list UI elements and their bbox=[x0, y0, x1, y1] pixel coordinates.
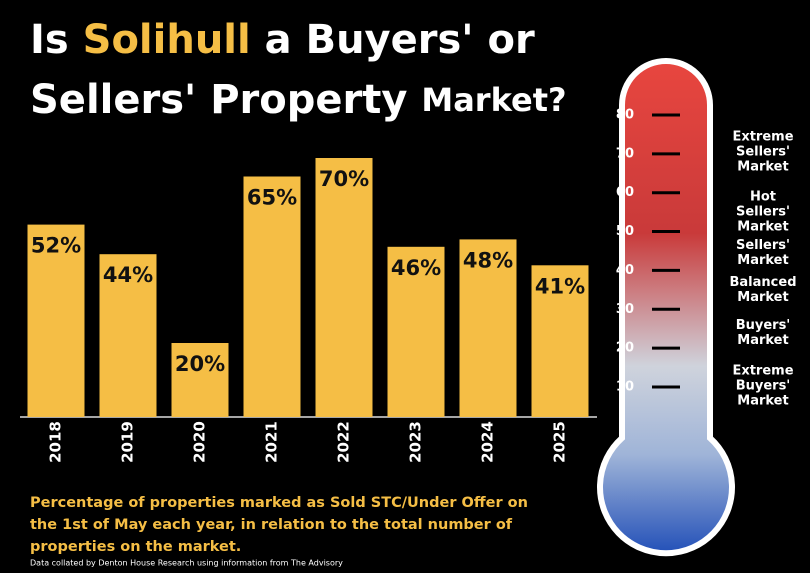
bar bbox=[243, 176, 301, 417]
thermometer-tick-label: 60 bbox=[616, 185, 634, 200]
value-label: 65% bbox=[247, 186, 297, 210]
thermometer: 1020304050607080ExtremeSellers'MarketHot… bbox=[597, 58, 797, 557]
zone-label: Extreme bbox=[732, 130, 793, 145]
zone-label: Market bbox=[737, 160, 788, 175]
zone-label: Sellers' bbox=[736, 145, 790, 160]
title-highlight: Solihull bbox=[83, 17, 251, 63]
title-text: a Buyers' or bbox=[265, 17, 535, 63]
bar bbox=[531, 265, 589, 417]
thermometer-tick-label: 20 bbox=[616, 341, 634, 356]
bar bbox=[387, 246, 445, 417]
zone-label: Hot bbox=[750, 190, 776, 205]
thermometer-tick-label: 50 bbox=[616, 224, 634, 239]
bar bbox=[27, 224, 85, 417]
x-tick-label: 2021 bbox=[263, 421, 281, 463]
value-label: 70% bbox=[319, 167, 369, 191]
title-text: Sellers' Property bbox=[30, 77, 407, 123]
title-line: Sellers' Property Market? bbox=[30, 77, 567, 123]
thermometer-tick-label: 10 bbox=[616, 380, 634, 395]
thermometer-tick-label: 30 bbox=[616, 302, 634, 317]
thermometer-body bbox=[597, 58, 735, 557]
zone-label: Buyers' bbox=[736, 379, 791, 394]
value-label: 48% bbox=[463, 248, 513, 272]
value-label: 20% bbox=[175, 352, 225, 376]
zone-label: Market bbox=[737, 333, 788, 348]
zone-label: Extreme bbox=[732, 364, 793, 379]
x-tick-label: 2018 bbox=[47, 421, 65, 463]
x-tick-label: 2023 bbox=[407, 421, 425, 463]
thermometer-tick-label: 40 bbox=[616, 263, 634, 278]
zone-label: Market bbox=[737, 220, 788, 235]
bar bbox=[459, 239, 517, 417]
x-tick-label: 2024 bbox=[479, 421, 497, 463]
x-tick-label: 2025 bbox=[551, 421, 569, 463]
zone-label: Market bbox=[737, 290, 788, 305]
title-text: Is bbox=[30, 17, 69, 63]
footnote: the 1st of May each year, in relation to… bbox=[30, 517, 513, 533]
value-label: 46% bbox=[391, 256, 441, 280]
footnote: Percentage of properties marked as Sold … bbox=[30, 495, 528, 511]
zone-label: Sellers' bbox=[736, 205, 790, 220]
thermometer-tick-label: 80 bbox=[616, 107, 634, 122]
zone-label: Buyers' bbox=[736, 318, 791, 333]
bar bbox=[171, 343, 229, 417]
bar bbox=[99, 254, 157, 417]
footnote: properties on the market. bbox=[30, 539, 241, 555]
source: Data collated by Denton House Research u… bbox=[30, 559, 343, 568]
value-label: 41% bbox=[535, 274, 585, 298]
bar bbox=[315, 158, 373, 417]
x-tick-label: 2019 bbox=[119, 421, 137, 463]
zone-label: Market bbox=[737, 253, 788, 268]
x-tick-label: 2020 bbox=[191, 421, 209, 463]
zone-label: Balanced bbox=[730, 275, 797, 290]
thermometer-tick-label: 70 bbox=[616, 146, 634, 161]
title-text: Market? bbox=[421, 81, 566, 119]
zone-label: Sellers' bbox=[736, 238, 790, 253]
value-label: 44% bbox=[103, 263, 153, 287]
title-line: Is Solihull a Buyers' or bbox=[30, 17, 535, 63]
zone-label: Market bbox=[737, 394, 788, 409]
x-tick-label: 2022 bbox=[335, 421, 353, 463]
value-label: 52% bbox=[31, 234, 81, 258]
